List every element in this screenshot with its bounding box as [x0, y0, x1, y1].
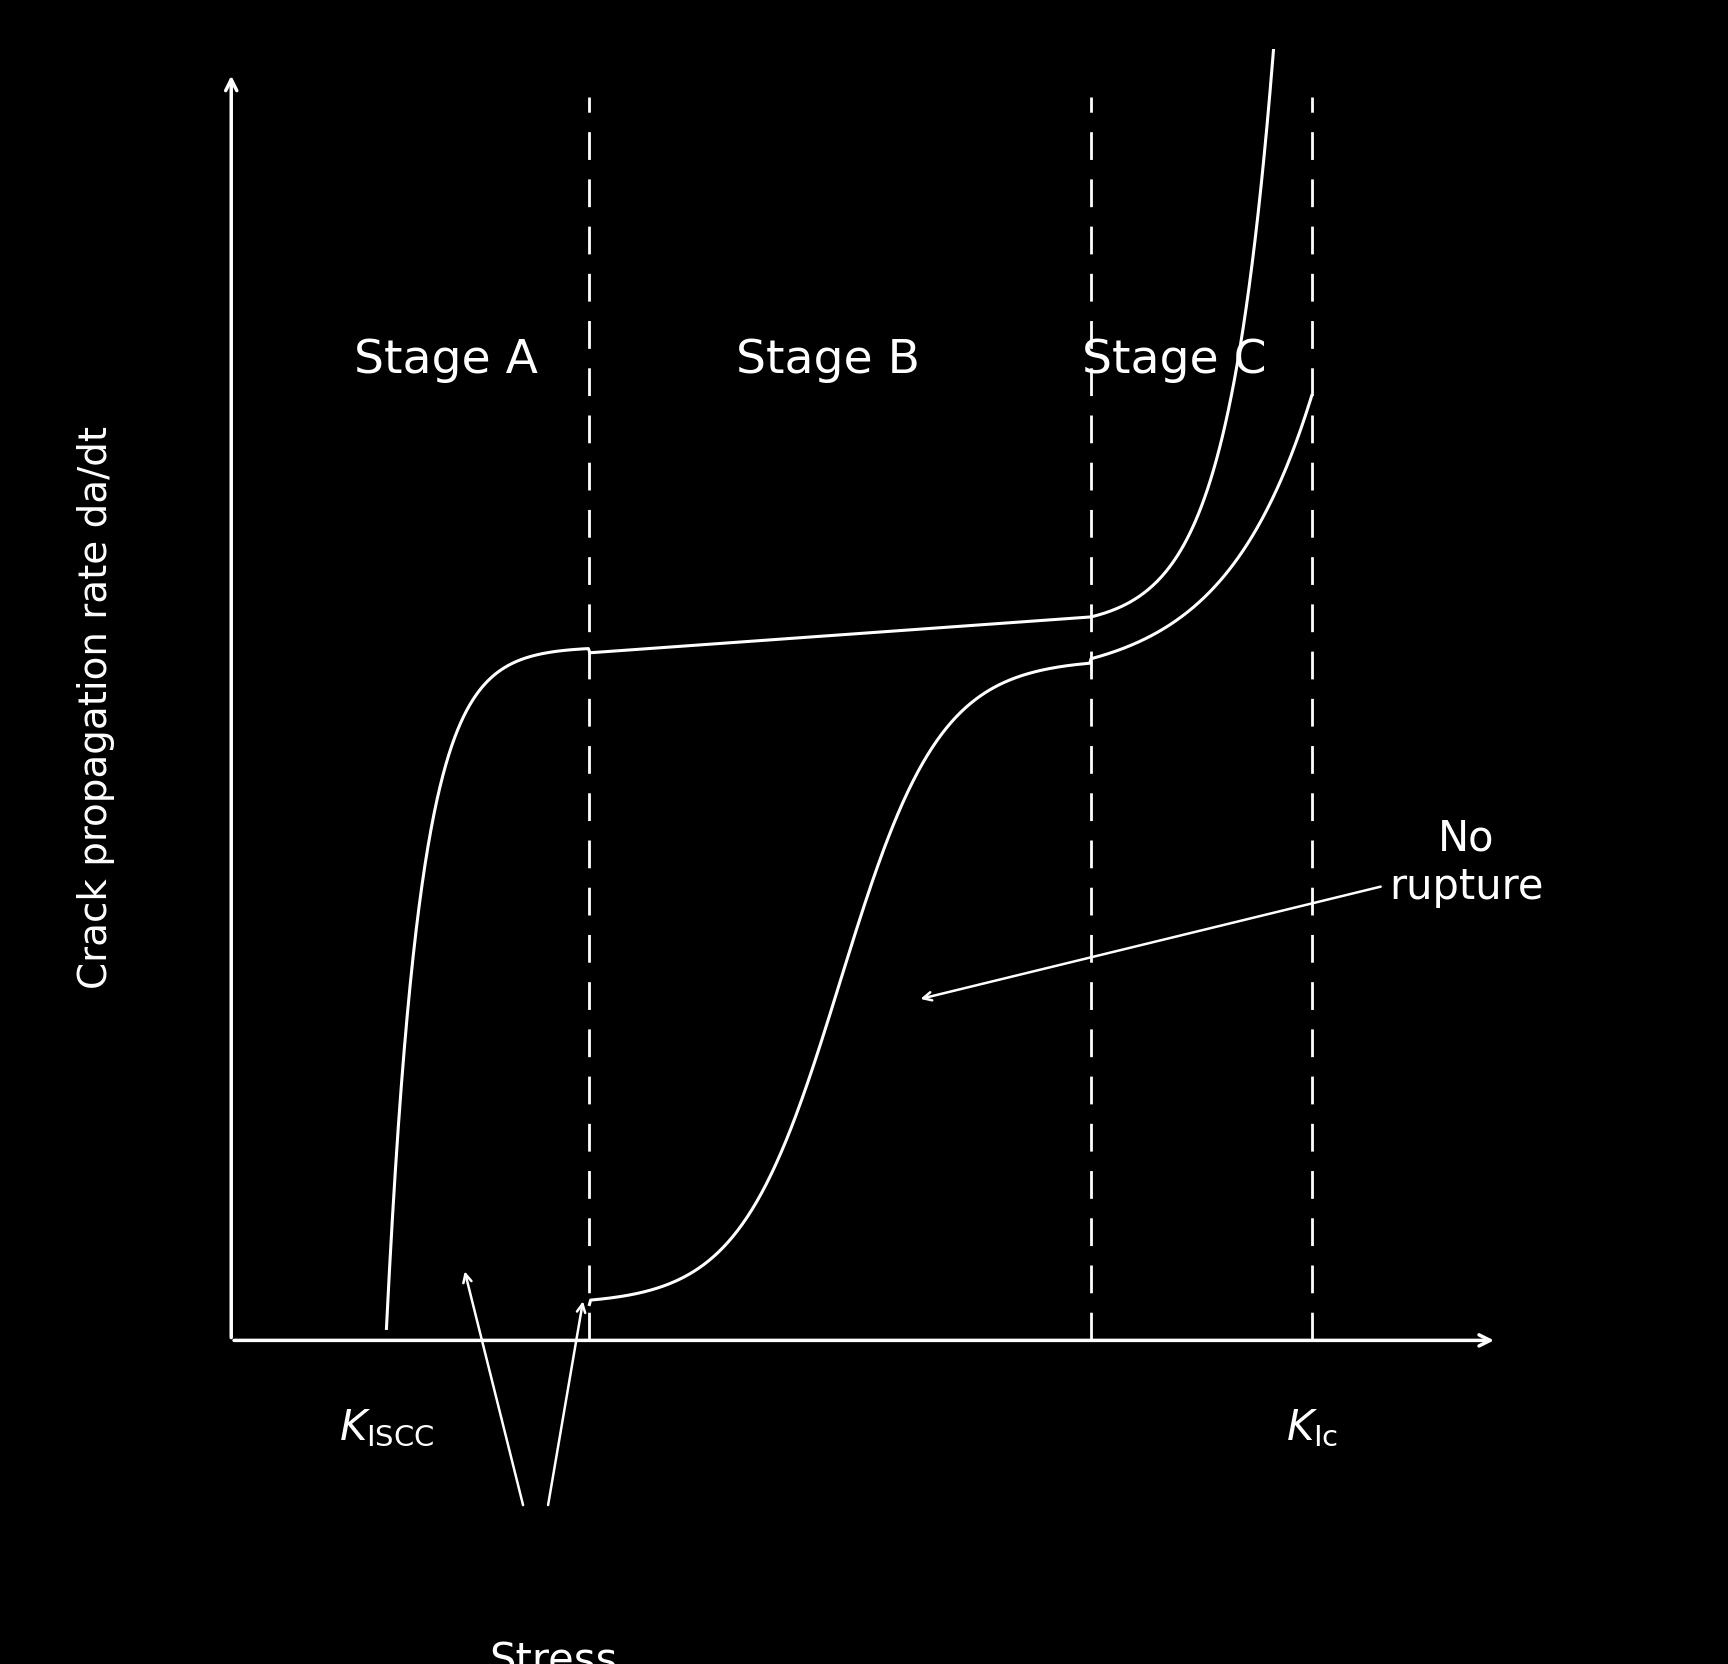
Text: $K_{\mathrm{ISCC}}$: $K_{\mathrm{ISCC}}$ — [339, 1406, 434, 1448]
Text: $K_{\mathrm{Ic}}$: $K_{\mathrm{Ic}}$ — [1286, 1406, 1337, 1448]
Text: Stage A: Stage A — [354, 338, 537, 383]
Text: Stage C: Stage C — [1082, 338, 1267, 383]
Text: Crack propagation rate da/dt: Crack propagation rate da/dt — [76, 426, 114, 988]
Text: No
rupture: No rupture — [1389, 817, 1543, 909]
Text: Stress
corrosion: Stress corrosion — [458, 1639, 650, 1664]
Text: Stage B: Stage B — [736, 338, 921, 383]
